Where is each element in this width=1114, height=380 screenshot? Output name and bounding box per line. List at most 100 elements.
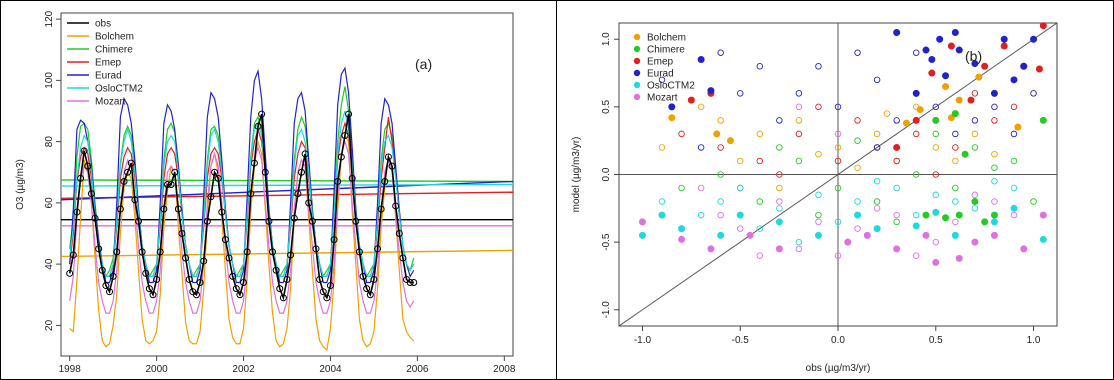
scatter-point-filled-eurad (955, 46, 963, 54)
obs-point (359, 272, 367, 280)
scatter-point-filled-eurad (707, 87, 715, 95)
obs-point (91, 214, 99, 222)
obs-point (218, 208, 226, 216)
scatter-point-filled-mozart (893, 245, 901, 253)
obs-point (73, 208, 81, 216)
scatter-point-filled-bolchem (916, 106, 924, 114)
obs-point (135, 217, 143, 225)
obs-point (163, 181, 171, 188)
obs-point (240, 279, 248, 286)
scatter-point-open-bolchem (873, 130, 881, 138)
scatter-point-filled-chimere (932, 116, 940, 124)
obs-point (334, 177, 342, 185)
scatter-point-filled-eurad (893, 28, 901, 36)
scatter-point-open-chimere (756, 198, 764, 205)
scatter-point-open-emep (1010, 103, 1018, 111)
scatter-point-filled-bolchem (902, 119, 910, 127)
scatter-point-open-eurad (756, 63, 764, 70)
scatter-point-filled-mozart (971, 238, 979, 246)
scatter-point-open-chimere (815, 211, 822, 219)
legend-marker-b (633, 81, 641, 89)
scatter-point-open-mozart (717, 211, 724, 219)
scatter-point-filled-osloctm2 (814, 231, 822, 239)
obs-point (120, 177, 128, 185)
timeseries-chart: 1998 2000 2002 2004 2006 2008 20 40 60 80 100 120 O3… (15, 10, 516, 380)
obs-point (196, 279, 204, 286)
scatter-point-open-eurad (658, 76, 666, 84)
scatter-point-filled-mozart (746, 231, 754, 239)
scatter-point-filled-osloctm2 (717, 231, 725, 239)
scatter-point-filled-bolchem (1014, 123, 1022, 131)
scatter-point-filled-emep (928, 69, 936, 77)
x-tick-label-a: 2000 (145, 364, 168, 375)
obs-point (269, 248, 277, 256)
scatter-point-filled-bolchem (975, 73, 983, 81)
y-axis-label-b: model (µg/m3/yr) (571, 137, 582, 213)
obs-point (384, 153, 392, 161)
scatter-point-open-emep (717, 144, 724, 151)
scatter-point-filled-mozart (922, 231, 930, 239)
scatter-point-open-mozart (795, 103, 803, 111)
obs-point (66, 269, 74, 277)
x-axis-label-b: obs (µg/m3/yr) (806, 363, 871, 374)
scatter-point-filled-eurad (971, 60, 979, 68)
trend-line-chimere (60, 179, 514, 183)
scatter-point-open-emep (854, 117, 861, 124)
obs-point (178, 230, 186, 237)
obs-point (374, 245, 382, 253)
scatter-point-open-osloctm2 (991, 178, 998, 185)
scatter-point-open-chimere (717, 171, 724, 178)
obs-point (160, 205, 168, 213)
scatter-point-open-chimere (873, 198, 881, 205)
obs-point (192, 291, 200, 299)
y-tick-label-b: 0.0 (601, 167, 612, 181)
scatter-point-open-bolchem (736, 157, 744, 165)
x-tick-label-b: -1.0 (634, 335, 652, 346)
x-axis-label-a: year (261, 377, 281, 380)
trend-line-bolchem (60, 249, 514, 258)
obs-point (145, 285, 153, 293)
y-tick-label-a: 80 (44, 136, 55, 148)
scatter-point-filled-osloctm2 (932, 208, 940, 216)
scatter-point-open-mozart (795, 245, 803, 253)
obs-point (87, 190, 95, 198)
scatter-point-open-bolchem (697, 103, 705, 111)
obs-point (106, 288, 114, 296)
obs-point (243, 248, 251, 256)
obs-point (138, 248, 146, 256)
obs-point (276, 285, 284, 293)
scatter-point-open-mozart (756, 252, 764, 259)
y-axis-label-a: O3 (µg/m3) (15, 159, 26, 210)
obs-point (348, 174, 356, 182)
obs-point (116, 205, 124, 213)
obs-point (102, 282, 110, 290)
scatter-point-open-mozart (893, 211, 900, 219)
scatter-point-filled-eurad (1000, 35, 1008, 43)
obs-point (95, 245, 103, 253)
scatter-point-open-eurad (854, 49, 861, 57)
scatter-point-filled-osloctm2 (1010, 204, 1018, 212)
scatter-point-filled-osloctm2 (854, 211, 862, 219)
scatter-point-open-eurad (932, 103, 940, 111)
obs-point (232, 285, 240, 293)
scatter-point-filled-emep (687, 96, 695, 104)
scatter-point-filled-mozart (955, 254, 963, 262)
obs-point (377, 205, 385, 213)
obs-point (297, 168, 305, 176)
scatter-chart: -1.0 -0.5 0.0 0.5 1.0 -1.0 -0.5 0.0 0.5 1.0 model … (571, 22, 1058, 374)
legend-label-a: Bolchem (95, 32, 134, 43)
scatter-point-open-bolchem (717, 117, 724, 124)
obs-point (80, 147, 88, 155)
y-tick-label-b: 1.0 (601, 32, 612, 46)
scatter-point-open-emep (834, 157, 842, 165)
scatter-point-filled-emep (981, 62, 989, 70)
scatter-point-open-chimere (991, 164, 998, 171)
scatter-point-filled-chimere (971, 198, 979, 206)
y-tick-label-b: -1.0 (601, 301, 612, 319)
scatter-point-open-chimere (932, 130, 940, 138)
scatter-point-open-emep (893, 157, 900, 165)
obs-point (381, 177, 389, 185)
scatter-point-open-bolchem (971, 130, 979, 138)
scatter-point-open-osloctm2 (717, 198, 724, 205)
obs-point (294, 190, 302, 198)
